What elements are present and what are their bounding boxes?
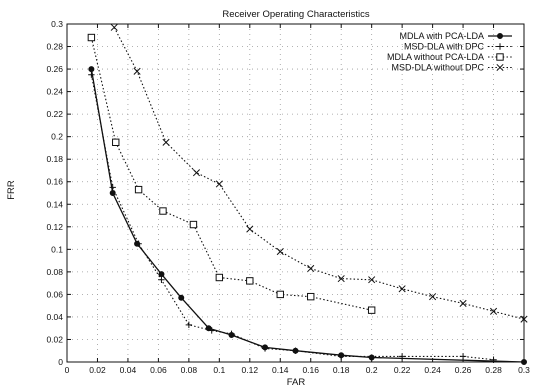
y-tick-label: 0.24 (46, 87, 63, 97)
legend-label: MDLA without PCA-LDA (387, 52, 484, 62)
data-point (228, 330, 235, 338)
series-2 (88, 71, 497, 363)
y-tick-label: 0.04 (46, 312, 63, 322)
data-point (368, 276, 376, 284)
data-point (276, 248, 284, 256)
data-point (398, 285, 406, 293)
x-tick-label: 0.24 (424, 365, 441, 375)
y-tick-label: 0.22 (46, 109, 63, 119)
series-1 (88, 66, 528, 365)
y-axis-label: FRR (6, 180, 17, 200)
x-tick-label: 0.06 (150, 365, 167, 375)
legend-item-4: MSD-DLA without DPC (391, 63, 512, 73)
y-tick-label: 0.2 (51, 132, 63, 142)
data-point (246, 277, 254, 285)
x-tick-label: 0.3 (518, 365, 530, 375)
data-point (109, 184, 116, 191)
chart-title: Receiver Operating Characteristics (222, 9, 370, 20)
x-tick-label: 0.26 (455, 365, 472, 375)
y-tick-label: 0.16 (46, 177, 63, 187)
y-tick-label: 0.12 (46, 222, 63, 232)
data-point (134, 185, 143, 194)
data-point (189, 220, 198, 229)
data-point (459, 299, 467, 307)
legend-label: MSD-DLA without DPC (391, 63, 484, 73)
data-point (276, 290, 284, 299)
data-point (246, 225, 254, 233)
legend-marker (496, 43, 504, 50)
data-point (178, 294, 185, 301)
legend-item-3: MDLA without PCA-LDA (387, 52, 512, 62)
y-tick-label: 0.26 (46, 64, 63, 74)
y-tick-label: 0 (58, 357, 63, 367)
legend-marker (496, 53, 504, 61)
data-point (133, 67, 141, 75)
series-group (87, 23, 528, 365)
data-point (192, 169, 201, 177)
x-tick-label: 0.12 (242, 365, 259, 375)
data-point (162, 138, 170, 146)
x-tick-label: 0.04 (120, 365, 137, 375)
data-point (112, 138, 120, 147)
plot-frame (66, 23, 525, 363)
y-tick-label: 0.08 (46, 267, 63, 277)
data-point (158, 276, 165, 283)
series-4 (110, 23, 528, 323)
y-tick-label: 0.14 (46, 199, 63, 209)
y-tick-label: 0.18 (46, 154, 63, 164)
y-tick-label: 0.3 (51, 19, 63, 29)
data-point (215, 273, 224, 282)
data-point (215, 180, 223, 188)
data-point (489, 307, 498, 315)
data-point (158, 271, 165, 278)
x-axis-label: FAR (287, 377, 306, 388)
grid-lines (67, 24, 524, 362)
data-point (159, 207, 167, 215)
y-tick-label: 0.28 (46, 42, 63, 52)
data-point (88, 66, 95, 73)
x-tick-label: 0.1 (213, 365, 225, 375)
data-point (337, 275, 345, 283)
y-tick-label: 0.06 (46, 289, 63, 299)
y-tick-label: 0.1 (51, 244, 63, 254)
series-line (90, 37, 372, 311)
x-tick-label: 0.16 (302, 365, 319, 375)
data-point (307, 292, 315, 301)
legend-label: MSD-DLA with DPC (404, 42, 485, 52)
data-point (307, 264, 315, 273)
series-line (90, 68, 525, 363)
axis-ticks: 0 0.02 0.04 0.06 0.08 0.1 0.12 0.14 0.16 0.18 0.2 0… (46, 19, 530, 375)
x-tick-label: 0.2 (366, 365, 378, 375)
x-tick-label: 0.08 (181, 365, 198, 375)
legend-label: MDLA with PCA-LDA (399, 31, 484, 41)
legend-item-1: MDLA with PCA-LDA (399, 31, 512, 41)
y-tick-label: 0.02 (46, 334, 63, 344)
data-point (292, 347, 299, 354)
x-tick-label: 0.14 (272, 365, 289, 375)
data-point (185, 321, 193, 329)
data-point (367, 306, 376, 314)
legend-marker (496, 63, 504, 72)
data-point (110, 23, 118, 31)
data-point (208, 327, 215, 334)
series-3 (87, 33, 376, 314)
legend-marker (496, 33, 503, 40)
data-point (261, 345, 269, 352)
x-tick-label: 0.22 (394, 365, 411, 375)
legend-item-2: MSD-DLA with DPC (404, 42, 512, 52)
x-tick-label: 0.28 (485, 365, 502, 375)
data-point (87, 33, 96, 42)
x-tick-label: 0.02 (89, 365, 106, 375)
x-tick-label: 0 (65, 365, 70, 375)
x-tick-label: 0.18 (333, 365, 350, 375)
data-point (88, 71, 95, 78)
data-point (135, 240, 142, 247)
data-point (429, 293, 437, 301)
